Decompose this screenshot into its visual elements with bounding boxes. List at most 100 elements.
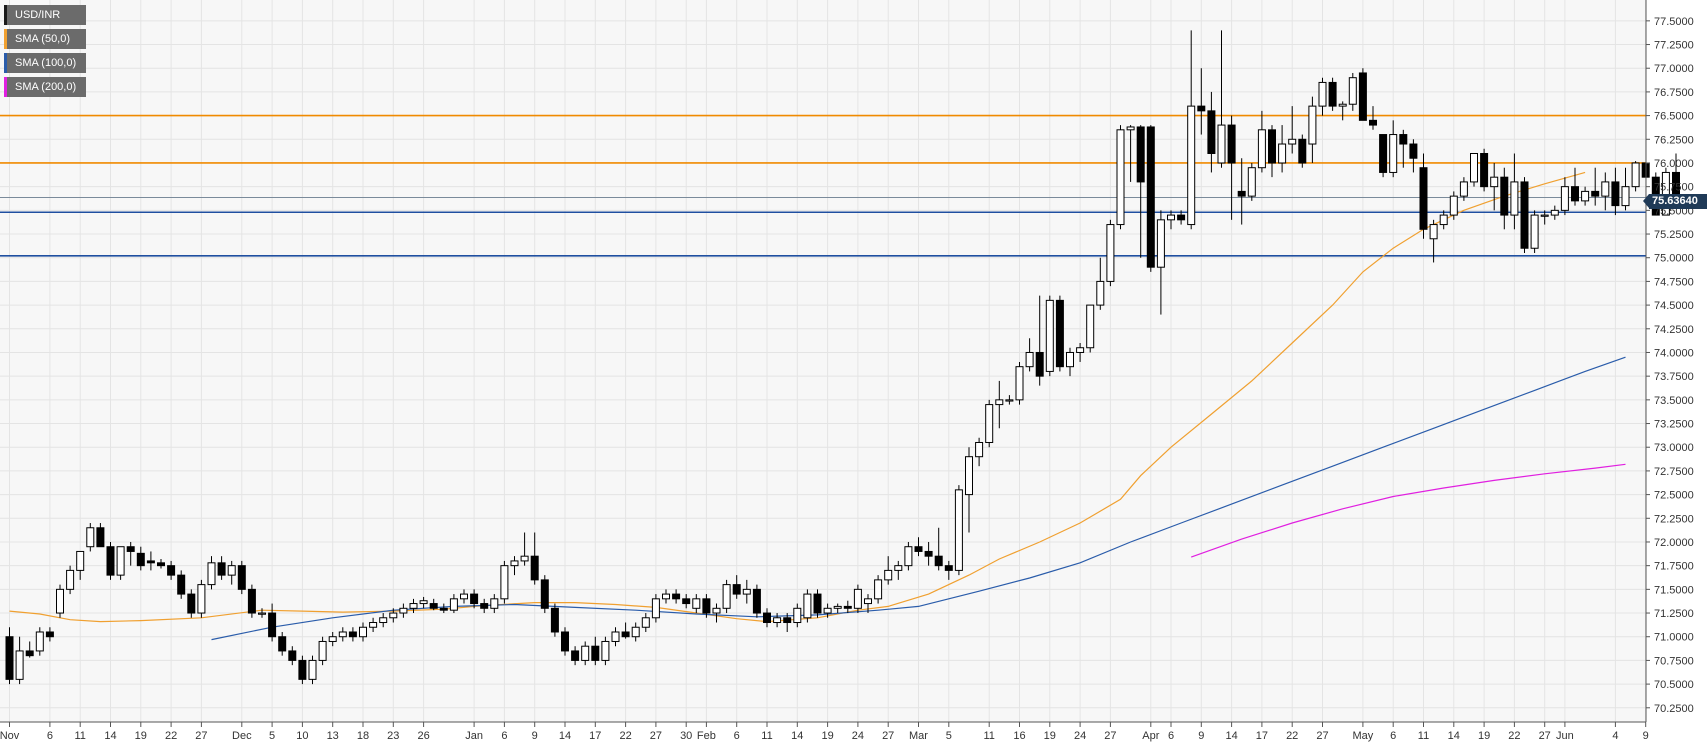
x-tick-label: 11 xyxy=(74,730,85,742)
candle-body xyxy=(1126,126,1135,131)
candle-body xyxy=(187,593,196,614)
candle-body xyxy=(1389,134,1398,173)
candle xyxy=(843,600,852,614)
candle-body xyxy=(268,612,277,638)
candle-body xyxy=(985,404,994,443)
candle-body xyxy=(460,593,468,600)
candle xyxy=(702,594,711,618)
x-tick-label: 26 xyxy=(417,730,429,742)
candle xyxy=(1298,134,1307,168)
candle-body xyxy=(1005,399,1014,402)
candle xyxy=(409,598,418,614)
candle-body xyxy=(1045,299,1054,372)
x-tick-label: 9 xyxy=(1198,730,1204,742)
candle xyxy=(641,613,650,632)
candle-body xyxy=(207,562,216,586)
candle-body xyxy=(1621,186,1630,207)
x-tick-label: 14 xyxy=(1225,730,1237,742)
candle xyxy=(1015,361,1024,405)
candle xyxy=(1550,205,1559,220)
candle xyxy=(359,622,367,642)
candle xyxy=(773,613,782,628)
candle-body xyxy=(1268,129,1276,164)
candle xyxy=(76,550,85,580)
candle-body xyxy=(5,636,14,680)
candle-body xyxy=(1490,176,1499,188)
candle-body xyxy=(76,550,85,571)
candle xyxy=(1025,338,1034,372)
candle-body xyxy=(1611,181,1620,207)
y-tick-label: 75.2500 xyxy=(1654,229,1694,241)
candle-body xyxy=(540,579,549,609)
candle-body xyxy=(641,617,650,628)
candle-body xyxy=(389,612,398,619)
x-tick-label: 11 xyxy=(1418,730,1429,742)
x-tick-label: 22 xyxy=(1508,730,1520,742)
candle-body xyxy=(1591,190,1600,197)
candle-body xyxy=(25,650,34,657)
candle xyxy=(1470,152,1478,187)
candle xyxy=(45,627,54,642)
candle xyxy=(712,603,721,623)
candle xyxy=(722,579,731,614)
x-tick-label: Jan xyxy=(465,730,483,742)
candle xyxy=(571,646,580,666)
candle-body xyxy=(1288,138,1297,145)
candle-body xyxy=(1560,186,1569,211)
candle xyxy=(126,541,135,566)
candle-body xyxy=(763,612,771,624)
x-tick-label: 13 xyxy=(327,730,339,742)
candle xyxy=(631,622,640,642)
candle-body xyxy=(934,555,943,567)
candle xyxy=(611,627,620,647)
candle xyxy=(1459,177,1468,201)
candle xyxy=(490,594,499,614)
candle-body xyxy=(419,600,428,605)
candle-body xyxy=(975,441,984,458)
candle-body xyxy=(692,598,701,609)
x-tick-label: 19 xyxy=(135,730,147,742)
candle-body xyxy=(995,399,1004,406)
candle xyxy=(1510,153,1519,230)
candle xyxy=(1237,158,1246,225)
grid xyxy=(0,0,1647,722)
candle-body xyxy=(86,527,95,548)
candle-body xyxy=(1358,72,1367,121)
candle xyxy=(66,565,75,595)
x-tick-label: 16 xyxy=(1013,730,1025,742)
x-tick-label: 19 xyxy=(1478,730,1490,742)
x-tick-label: 14 xyxy=(791,730,803,742)
candle-body xyxy=(490,598,499,609)
x-tick-label: 19 xyxy=(821,730,833,742)
y-tick-label: 75.7500 xyxy=(1654,182,1694,194)
candle-body xyxy=(550,607,559,633)
y-tick-label: 72.7500 xyxy=(1654,466,1694,478)
candle-body xyxy=(409,603,418,609)
legend-item-price: USD/INR xyxy=(4,5,87,25)
y-tick-label: 73.2500 xyxy=(1654,419,1694,431)
y-tick-label: 77.2500 xyxy=(1654,40,1694,52)
legend-label-sma100: SMA (100,0) xyxy=(15,57,77,69)
candle-body xyxy=(1429,224,1438,240)
candle-body xyxy=(874,579,883,600)
legend-label-sma200: SMA (200,0) xyxy=(15,81,77,93)
candle-body xyxy=(631,626,640,638)
candle-body xyxy=(944,565,953,571)
candle xyxy=(207,556,216,590)
candle xyxy=(1571,167,1579,206)
candle xyxy=(561,627,569,656)
candle xyxy=(247,584,256,618)
y-tick-label: 72.2500 xyxy=(1654,513,1694,525)
candle xyxy=(581,641,590,666)
y-tick-label: 71.2500 xyxy=(1654,608,1694,620)
candle xyxy=(419,596,428,609)
candle xyxy=(1288,106,1297,154)
candle-body xyxy=(793,607,802,624)
candle xyxy=(429,598,438,611)
x-tick-label: 17 xyxy=(589,730,601,742)
candle xyxy=(1005,395,1014,405)
candle-body xyxy=(823,607,832,614)
candle xyxy=(1560,177,1569,216)
candle-body xyxy=(116,546,125,576)
candle xyxy=(116,546,125,580)
